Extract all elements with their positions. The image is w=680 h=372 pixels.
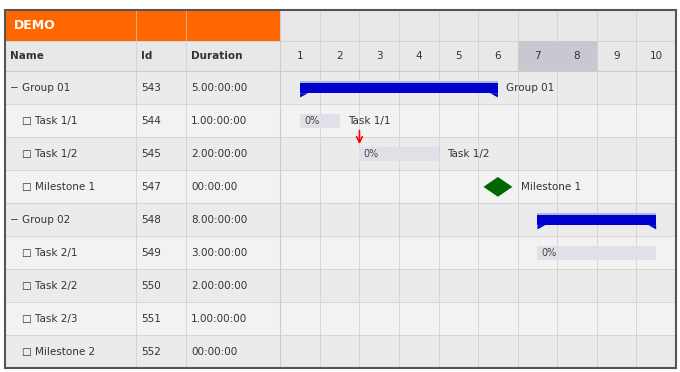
Bar	[5, 170, 676, 203]
Bar	[597, 41, 636, 71]
Bar	[636, 41, 676, 71]
Text: 1.00:00:00: 1.00:00:00	[191, 314, 248, 324]
Text: 543: 543	[141, 83, 160, 93]
Text: □ Milestone 1: □ Milestone 1	[22, 182, 96, 192]
Text: 548: 548	[141, 215, 160, 225]
Bar	[537, 246, 656, 260]
Bar	[5, 335, 676, 368]
Text: 00:00:00: 00:00:00	[191, 182, 237, 192]
Text: 7: 7	[534, 51, 541, 61]
Bar	[5, 10, 280, 41]
Text: 4: 4	[415, 51, 422, 61]
Bar	[517, 41, 557, 71]
Text: 3: 3	[376, 51, 383, 61]
Polygon shape	[483, 177, 512, 197]
Text: 552: 552	[141, 347, 160, 357]
Text: □ Task 2/1: □ Task 2/1	[22, 248, 78, 258]
Bar	[5, 105, 676, 137]
Text: 547: 547	[141, 182, 160, 192]
Text: 2.00:00:00: 2.00:00:00	[191, 149, 248, 159]
Bar	[5, 137, 676, 170]
Text: 1: 1	[296, 51, 303, 61]
Bar	[300, 114, 340, 128]
Text: Task 1/1: Task 1/1	[348, 116, 390, 126]
Polygon shape	[490, 93, 498, 97]
Text: 5: 5	[455, 51, 462, 61]
Bar	[360, 41, 399, 71]
Text: Name: Name	[10, 51, 44, 61]
Text: 5.00:00:00: 5.00:00:00	[191, 83, 248, 93]
Bar	[537, 215, 656, 225]
Text: 0%: 0%	[541, 248, 557, 258]
Polygon shape	[648, 225, 656, 230]
Text: 10: 10	[649, 51, 663, 61]
Text: Milestone 1: Milestone 1	[522, 182, 581, 192]
Text: 8.00:00:00: 8.00:00:00	[191, 215, 248, 225]
Bar	[5, 71, 676, 105]
Bar	[280, 41, 320, 71]
Text: 00:00:00: 00:00:00	[191, 347, 237, 357]
Text: 6: 6	[494, 51, 501, 61]
Text: 550: 550	[141, 281, 160, 291]
Text: 0%: 0%	[304, 116, 320, 126]
Text: □ Milestone 2: □ Milestone 2	[22, 347, 96, 357]
Text: □ Task 2/3: □ Task 2/3	[22, 314, 78, 324]
Text: 2.00:00:00: 2.00:00:00	[191, 281, 248, 291]
Bar	[5, 302, 676, 335]
Bar	[300, 81, 498, 84]
Polygon shape	[300, 93, 308, 97]
Bar	[300, 114, 340, 117]
Text: 2: 2	[337, 51, 343, 61]
Bar	[5, 269, 676, 302]
Text: 3.00:00:00: 3.00:00:00	[191, 248, 248, 258]
Text: □ Task 1/1: □ Task 1/1	[22, 116, 78, 126]
Text: Task 1/2: Task 1/2	[447, 149, 489, 159]
Text: − Group 01: − Group 01	[10, 83, 71, 93]
Bar	[537, 246, 656, 249]
Text: □ Task 1/2: □ Task 1/2	[22, 149, 78, 159]
Bar	[5, 236, 676, 269]
Text: 549: 549	[141, 248, 160, 258]
Text: Duration: Duration	[191, 51, 243, 61]
Text: 544: 544	[141, 116, 160, 126]
Text: − Group 02: − Group 02	[10, 215, 71, 225]
Bar	[478, 41, 517, 71]
Polygon shape	[537, 225, 545, 230]
Text: 545: 545	[141, 149, 160, 159]
Bar	[320, 41, 360, 71]
Text: 551: 551	[141, 314, 160, 324]
Bar	[5, 41, 280, 71]
Bar	[360, 147, 439, 150]
Bar	[5, 203, 676, 236]
Text: 9: 9	[613, 51, 620, 61]
Text: 8: 8	[574, 51, 580, 61]
Bar	[537, 213, 656, 216]
Text: DEMO: DEMO	[14, 19, 56, 32]
Text: 0%: 0%	[364, 149, 379, 159]
Bar	[439, 41, 478, 71]
Text: Group 01: Group 01	[506, 83, 554, 93]
Bar	[399, 41, 439, 71]
Bar	[300, 83, 498, 93]
Bar	[280, 10, 676, 41]
Bar	[557, 41, 597, 71]
Text: □ Task 2/2: □ Task 2/2	[22, 281, 78, 291]
Text: Id: Id	[141, 51, 152, 61]
Text: 1.00:00:00: 1.00:00:00	[191, 116, 248, 126]
Bar	[360, 147, 439, 161]
